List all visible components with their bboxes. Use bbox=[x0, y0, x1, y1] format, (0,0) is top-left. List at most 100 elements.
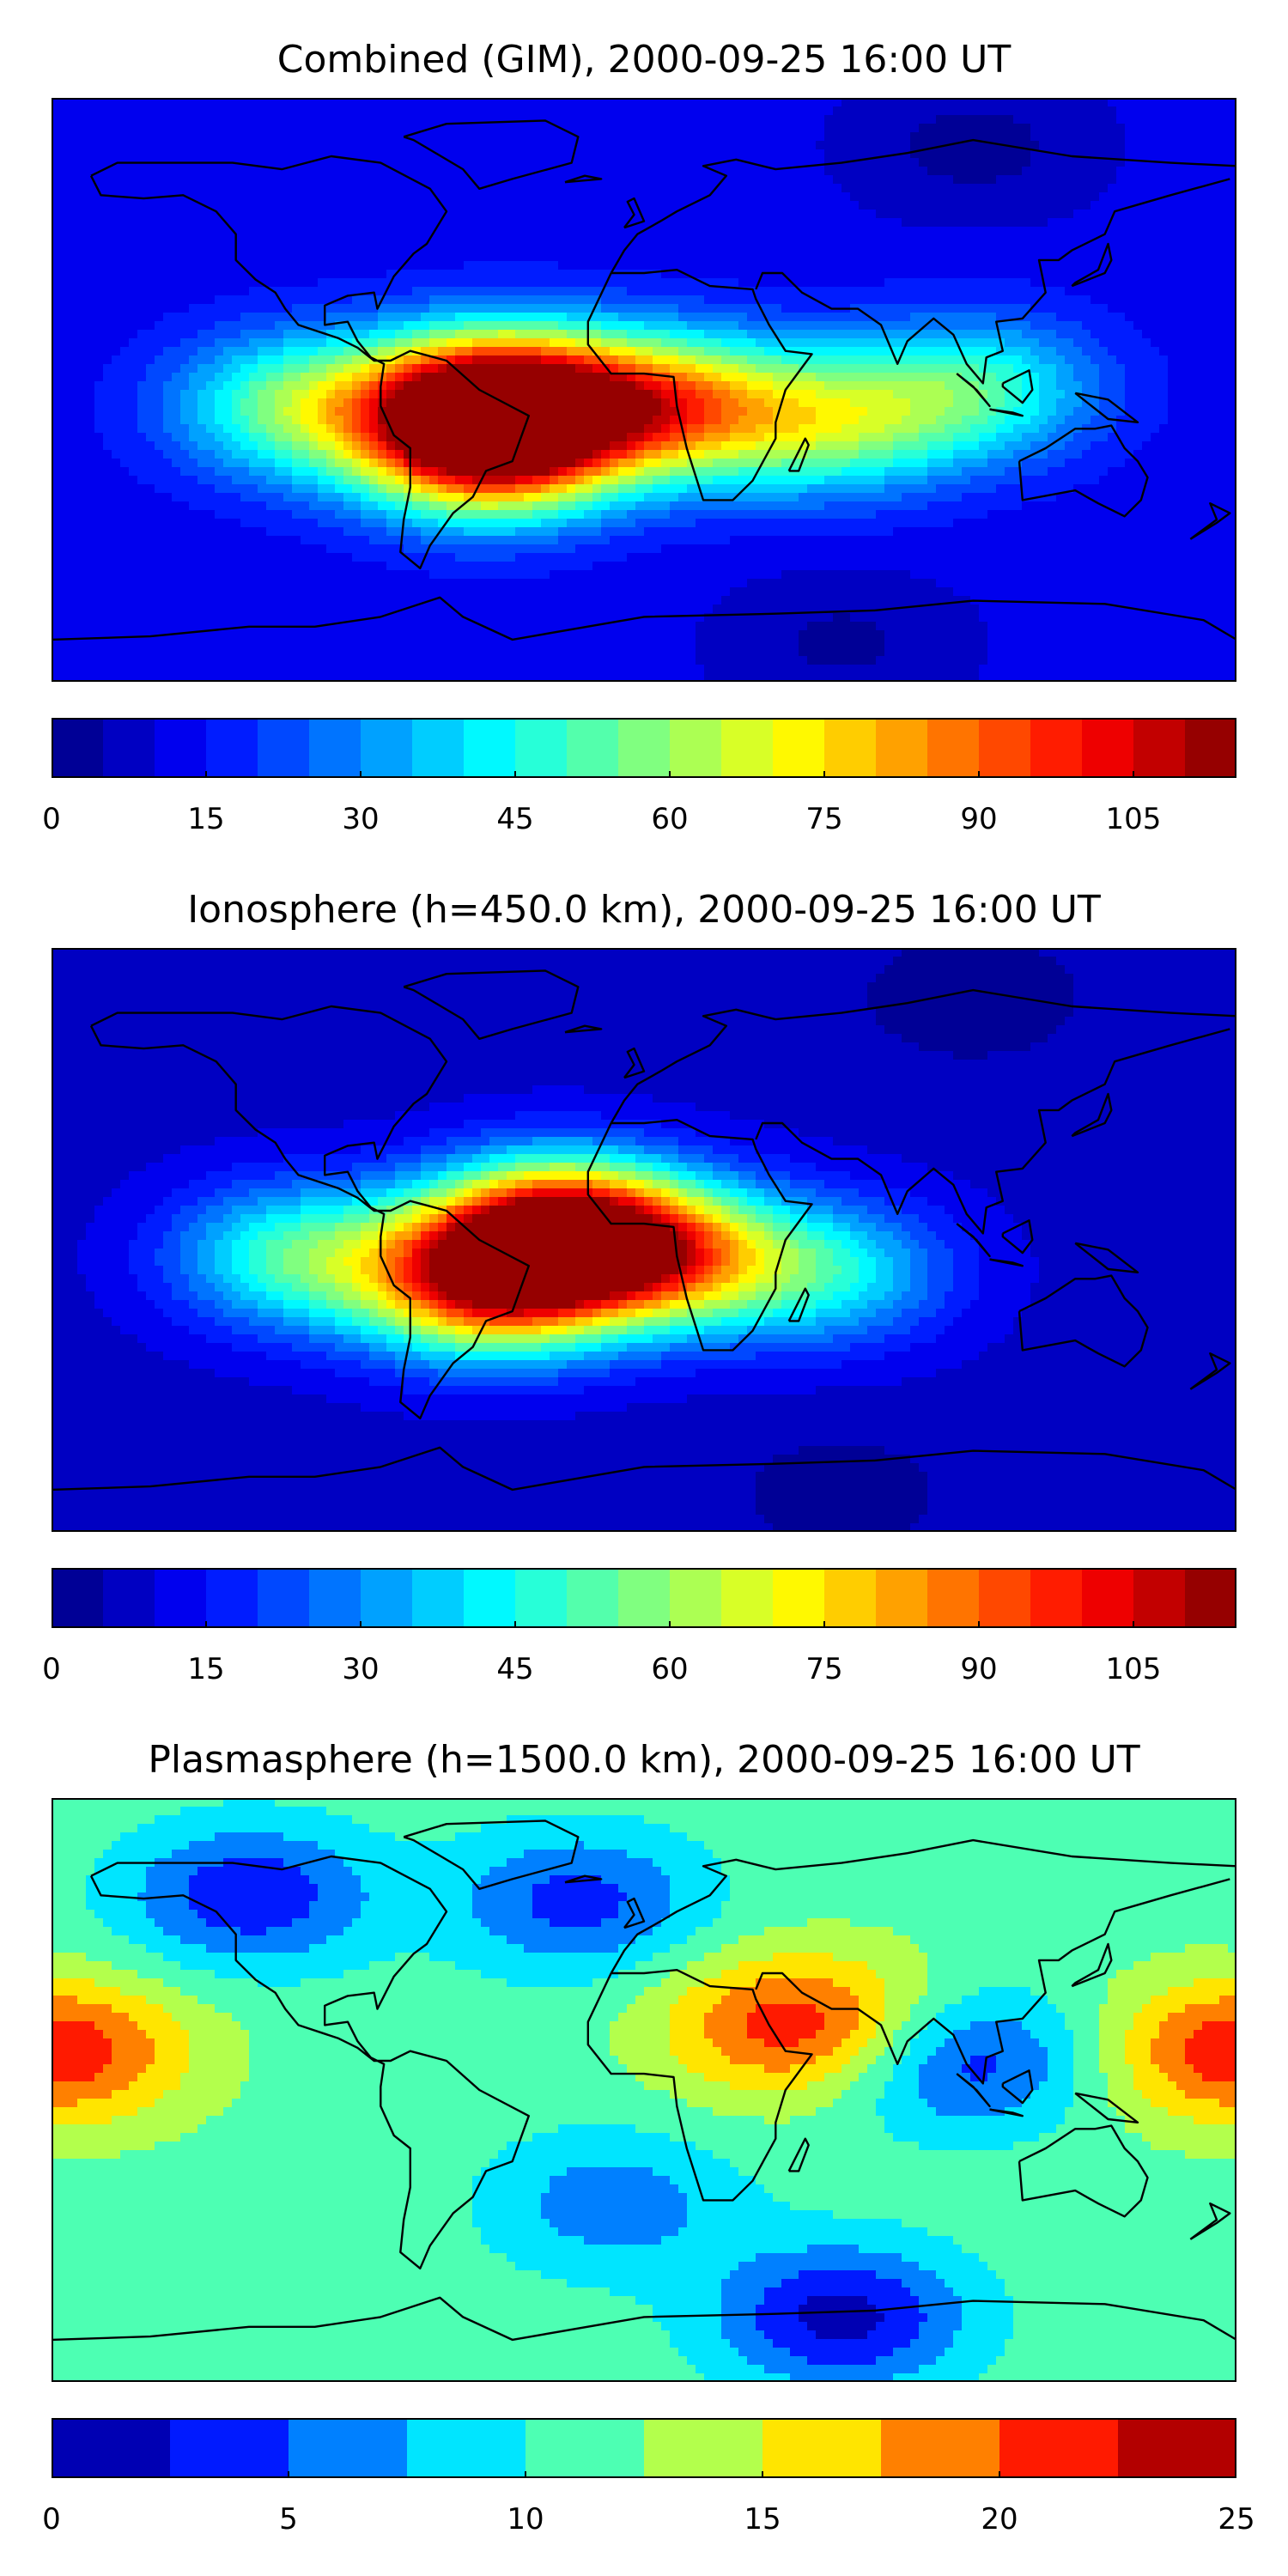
heatmap-cell bbox=[635, 321, 645, 331]
heatmap-cell bbox=[884, 270, 894, 279]
heatmap-cell bbox=[292, 313, 301, 322]
heatmap-cell bbox=[567, 115, 576, 125]
heatmap-cell bbox=[996, 235, 1005, 245]
heatmap-cell bbox=[1185, 313, 1194, 322]
heatmap-cell bbox=[438, 270, 447, 279]
heatmap-cell bbox=[1228, 252, 1236, 262]
heatmap-cell bbox=[472, 141, 482, 150]
heatmap-cell bbox=[1176, 201, 1186, 210]
heatmap-cell bbox=[438, 167, 447, 176]
heatmap-cell bbox=[1005, 304, 1014, 313]
heatmap-cell bbox=[859, 201, 868, 210]
heatmap-cell bbox=[996, 278, 1005, 288]
heatmap-cell bbox=[275, 158, 284, 167]
heatmap-cell bbox=[1056, 330, 1066, 339]
heatmap-cell bbox=[627, 390, 636, 399]
heatmap-cell bbox=[730, 373, 739, 382]
heatmap-cell bbox=[163, 235, 173, 245]
heatmap-cell bbox=[558, 295, 568, 305]
heatmap-cell bbox=[902, 227, 911, 236]
heatmap-cell bbox=[386, 192, 396, 202]
heatmap-cell bbox=[550, 261, 559, 270]
heatmap-cell bbox=[60, 381, 70, 391]
heatmap-cell bbox=[987, 158, 997, 167]
heatmap-cell bbox=[687, 175, 696, 185]
heatmap-cell bbox=[447, 175, 456, 185]
heatmap-cell bbox=[670, 295, 679, 305]
heatmap-cell bbox=[1168, 270, 1177, 279]
heatmap-cell bbox=[283, 252, 293, 262]
heatmap-cell bbox=[550, 115, 559, 125]
heatmap-cell bbox=[962, 192, 971, 202]
heatmap-cell bbox=[550, 347, 559, 356]
heatmap-cell bbox=[1168, 373, 1177, 382]
heatmap-cell bbox=[275, 244, 284, 253]
heatmap-cell bbox=[1108, 347, 1117, 356]
heatmap-cell bbox=[893, 141, 902, 150]
heatmap-cell bbox=[738, 210, 748, 219]
heatmap-cell bbox=[404, 158, 413, 167]
heatmap-cell bbox=[1005, 261, 1014, 270]
heatmap-cell bbox=[833, 192, 842, 202]
heatmap-cell bbox=[1065, 364, 1074, 374]
heatmap-cell bbox=[429, 192, 439, 202]
heatmap-cell bbox=[790, 235, 799, 245]
heatmap-cell bbox=[927, 235, 937, 245]
heatmap-cell bbox=[266, 124, 276, 133]
heatmap-cell bbox=[112, 218, 121, 228]
heatmap-cell bbox=[1228, 244, 1236, 253]
heatmap-cell bbox=[567, 192, 576, 202]
heatmap-cell bbox=[223, 210, 233, 219]
heatmap-cell bbox=[137, 398, 147, 408]
heatmap-cell bbox=[404, 115, 413, 125]
heatmap-cell bbox=[361, 398, 370, 408]
heatmap-cell bbox=[1022, 124, 1031, 133]
heatmap-cell bbox=[773, 201, 782, 210]
heatmap-cell bbox=[429, 347, 439, 356]
heatmap-cell bbox=[1091, 364, 1100, 374]
heatmap-cell bbox=[902, 278, 911, 288]
heatmap-cell bbox=[1211, 218, 1220, 228]
heatmap-cell bbox=[292, 287, 301, 296]
heatmap-cell bbox=[962, 355, 971, 365]
heatmap-cell bbox=[1202, 124, 1212, 133]
heatmap-cell bbox=[232, 355, 241, 365]
heatmap-cell bbox=[1065, 115, 1074, 125]
heatmap-cell bbox=[653, 149, 662, 159]
heatmap-cell bbox=[395, 158, 404, 167]
heatmap-cell bbox=[481, 355, 490, 365]
heatmap-cell bbox=[94, 398, 104, 408]
heatmap-cell bbox=[1176, 149, 1186, 159]
heatmap-cell bbox=[318, 158, 327, 167]
heatmap-cell bbox=[1099, 175, 1109, 185]
heatmap-cell bbox=[249, 347, 258, 356]
heatmap-cell bbox=[301, 218, 310, 228]
heatmap-cell bbox=[670, 347, 679, 356]
heatmap-cell bbox=[429, 132, 439, 142]
heatmap-cell bbox=[962, 158, 971, 167]
heatmap-cell bbox=[661, 175, 671, 185]
heatmap-cell bbox=[987, 347, 997, 356]
heatmap-cell bbox=[910, 347, 920, 356]
heatmap-cell bbox=[833, 330, 842, 339]
heatmap-cell bbox=[172, 106, 181, 116]
heatmap-cell bbox=[292, 270, 301, 279]
heatmap-cell bbox=[86, 252, 95, 262]
heatmap-cell bbox=[1176, 192, 1186, 202]
heatmap-cell bbox=[704, 287, 714, 296]
heatmap-cell bbox=[1030, 398, 1040, 408]
heatmap-cell bbox=[429, 398, 439, 408]
heatmap-cell bbox=[464, 347, 473, 356]
heatmap-cell bbox=[936, 330, 945, 339]
heatmap-cell bbox=[833, 132, 842, 142]
heatmap-cell bbox=[455, 227, 465, 236]
heatmap-cell bbox=[1116, 184, 1126, 193]
heatmap-cell bbox=[515, 287, 525, 296]
heatmap-cell bbox=[447, 390, 456, 399]
heatmap-cell bbox=[318, 313, 327, 322]
heatmap-cell bbox=[953, 313, 963, 322]
heatmap-cell bbox=[283, 347, 293, 356]
heatmap-cell bbox=[618, 124, 628, 133]
heatmap-cell bbox=[1133, 304, 1143, 313]
heatmap-cell bbox=[764, 313, 774, 322]
